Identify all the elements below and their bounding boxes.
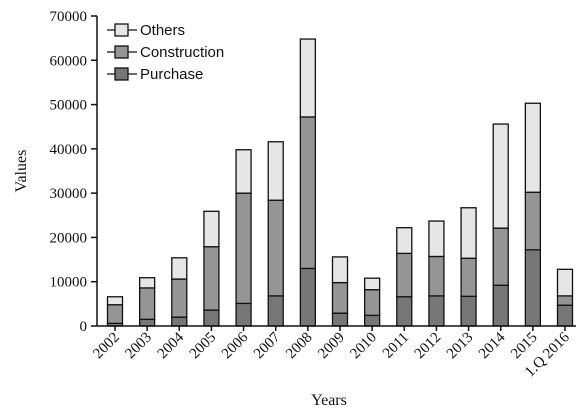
bar-purchase-2008 bbox=[299, 267, 317, 327]
bar-others-2014 bbox=[492, 123, 509, 229]
bar-purchase-2013 bbox=[460, 295, 477, 327]
bar-others-2011 bbox=[396, 227, 413, 255]
bar-purchase-1-Q-2016 bbox=[556, 304, 574, 327]
x-tick-label: 2008 bbox=[283, 330, 316, 363]
x-tick-label: 2010 bbox=[347, 330, 380, 363]
x-tick-label: 2007 bbox=[251, 329, 284, 362]
legend-label-construction: Construction bbox=[140, 44, 224, 61]
legend-label-purchase: Purchase bbox=[140, 66, 203, 83]
legend-swatch-others bbox=[114, 23, 129, 37]
x-tick-label: 2002 bbox=[90, 330, 123, 363]
bar-others-2009 bbox=[331, 256, 349, 284]
x-tick-label: 2006 bbox=[219, 329, 252, 362]
bar-others-2015 bbox=[524, 102, 542, 193]
y-tick-label: 70000 bbox=[50, 9, 88, 25]
y-ticks: 0 10000 20000 30000 40000 50000 60000 70000 bbox=[50, 9, 97, 335]
x-tick-label: 2009 bbox=[315, 330, 348, 363]
bar-others-2013 bbox=[460, 207, 477, 259]
bar-construction-2015 bbox=[524, 191, 542, 251]
bar-construction-2002 bbox=[106, 304, 124, 324]
bar-others-2012 bbox=[428, 220, 445, 258]
bar-purchase-2012 bbox=[428, 295, 445, 327]
legend-swatch-construction bbox=[114, 45, 129, 59]
legend: Others Construction Purchase bbox=[107, 22, 224, 83]
y-tick-label: 50000 bbox=[50, 98, 88, 114]
bar-construction-2012 bbox=[428, 255, 445, 297]
bar-others-2005 bbox=[203, 210, 220, 248]
bar-purchase-2007 bbox=[267, 295, 284, 327]
bar-construction-2005 bbox=[203, 246, 220, 311]
bar-others-2003 bbox=[138, 277, 156, 289]
y-tick-label: 30000 bbox=[50, 186, 88, 202]
bar-purchase-2014 bbox=[492, 284, 509, 327]
y-tick-label: 0 bbox=[80, 319, 88, 335]
x-ticks: 2002 2003 2004 2005 2006 2007 2008 2009 2010 2011… bbox=[90, 326, 573, 380]
bar-construction-2011 bbox=[396, 252, 413, 298]
bar-purchase-2005 bbox=[203, 309, 220, 327]
bar-others-1-Q-2016 bbox=[556, 268, 574, 297]
bar-construction-2014 bbox=[492, 227, 509, 286]
bar-construction-2003 bbox=[138, 287, 156, 321]
bar-construction-2008 bbox=[299, 116, 317, 270]
bar-construction-2013 bbox=[460, 257, 477, 297]
x-tick-label: 2004 bbox=[155, 329, 188, 362]
bar-construction-2009 bbox=[331, 281, 349, 314]
x-tick-label: 2012 bbox=[412, 330, 445, 363]
x-tick-label: 2005 bbox=[187, 330, 220, 363]
bar-purchase-2006 bbox=[235, 302, 252, 327]
bar-purchase-2003 bbox=[138, 318, 156, 327]
bar-purchase-2004 bbox=[171, 316, 188, 327]
y-tick-label: 20000 bbox=[50, 230, 88, 246]
bar-construction-2007 bbox=[267, 199, 284, 297]
y-tick-label: 40000 bbox=[50, 142, 88, 158]
legend-label-others: Others bbox=[140, 22, 185, 39]
bar-others-2002 bbox=[106, 296, 124, 306]
x-axis-title: Years bbox=[311, 392, 347, 409]
bar-construction-2010 bbox=[363, 289, 381, 317]
y-tick-label: 10000 bbox=[50, 275, 88, 291]
x-tick-label: 2014 bbox=[476, 329, 509, 362]
legend-swatch-purchase bbox=[114, 67, 129, 81]
y-tick-label: 60000 bbox=[50, 53, 88, 69]
bar-construction-2004 bbox=[171, 278, 188, 318]
bar-others-2006 bbox=[235, 149, 252, 194]
bar-purchase-2011 bbox=[396, 296, 413, 327]
x-tick-label: 2011 bbox=[380, 330, 412, 362]
bar-purchase-2010 bbox=[363, 314, 381, 327]
x-tick-label: 2003 bbox=[122, 330, 155, 363]
axes-layer bbox=[96, 16, 576, 327]
bar-construction-1-Q-2016 bbox=[556, 295, 574, 306]
bar-others-2004 bbox=[171, 257, 188, 280]
x-tick-label: 2013 bbox=[444, 330, 477, 363]
y-axis-title: Values bbox=[13, 150, 30, 193]
bars-layer bbox=[106, 38, 574, 327]
bar-purchase-2015 bbox=[524, 249, 542, 327]
bar-others-2010 bbox=[363, 277, 381, 291]
bar-construction-2006 bbox=[235, 192, 252, 305]
bar-purchase-2009 bbox=[331, 312, 349, 327]
bar-others-2008 bbox=[299, 38, 317, 118]
bar-others-2007 bbox=[267, 141, 284, 201]
